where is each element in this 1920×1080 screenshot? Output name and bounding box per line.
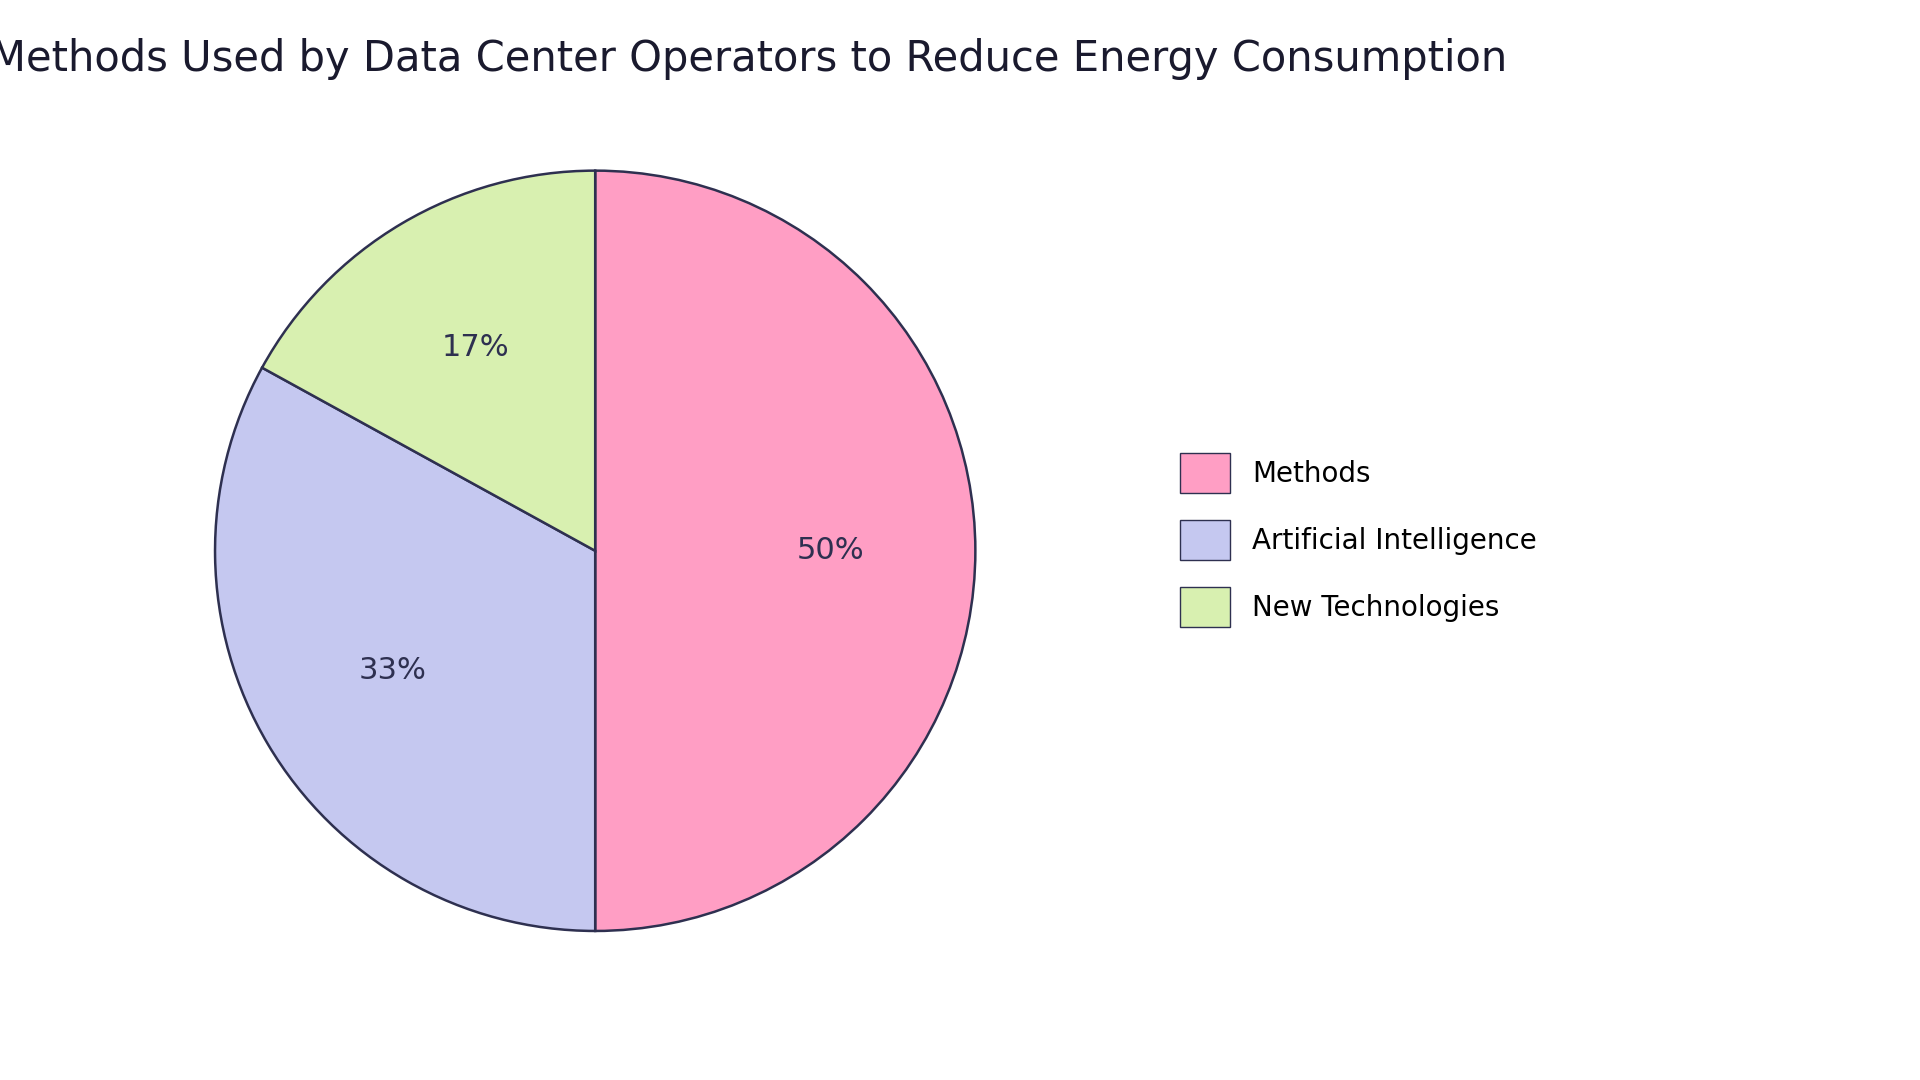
Text: Methods Used by Data Center Operators to Reduce Energy Consumption: Methods Used by Data Center Operators to… [0, 38, 1507, 80]
Wedge shape [595, 171, 975, 931]
Text: 17%: 17% [442, 334, 509, 363]
Text: 50%: 50% [797, 537, 864, 565]
Wedge shape [215, 367, 595, 931]
Wedge shape [261, 171, 595, 551]
Legend: Methods, Artificial Intelligence, New Technologies: Methods, Artificial Intelligence, New Te… [1165, 440, 1551, 640]
Text: 33%: 33% [359, 657, 426, 686]
